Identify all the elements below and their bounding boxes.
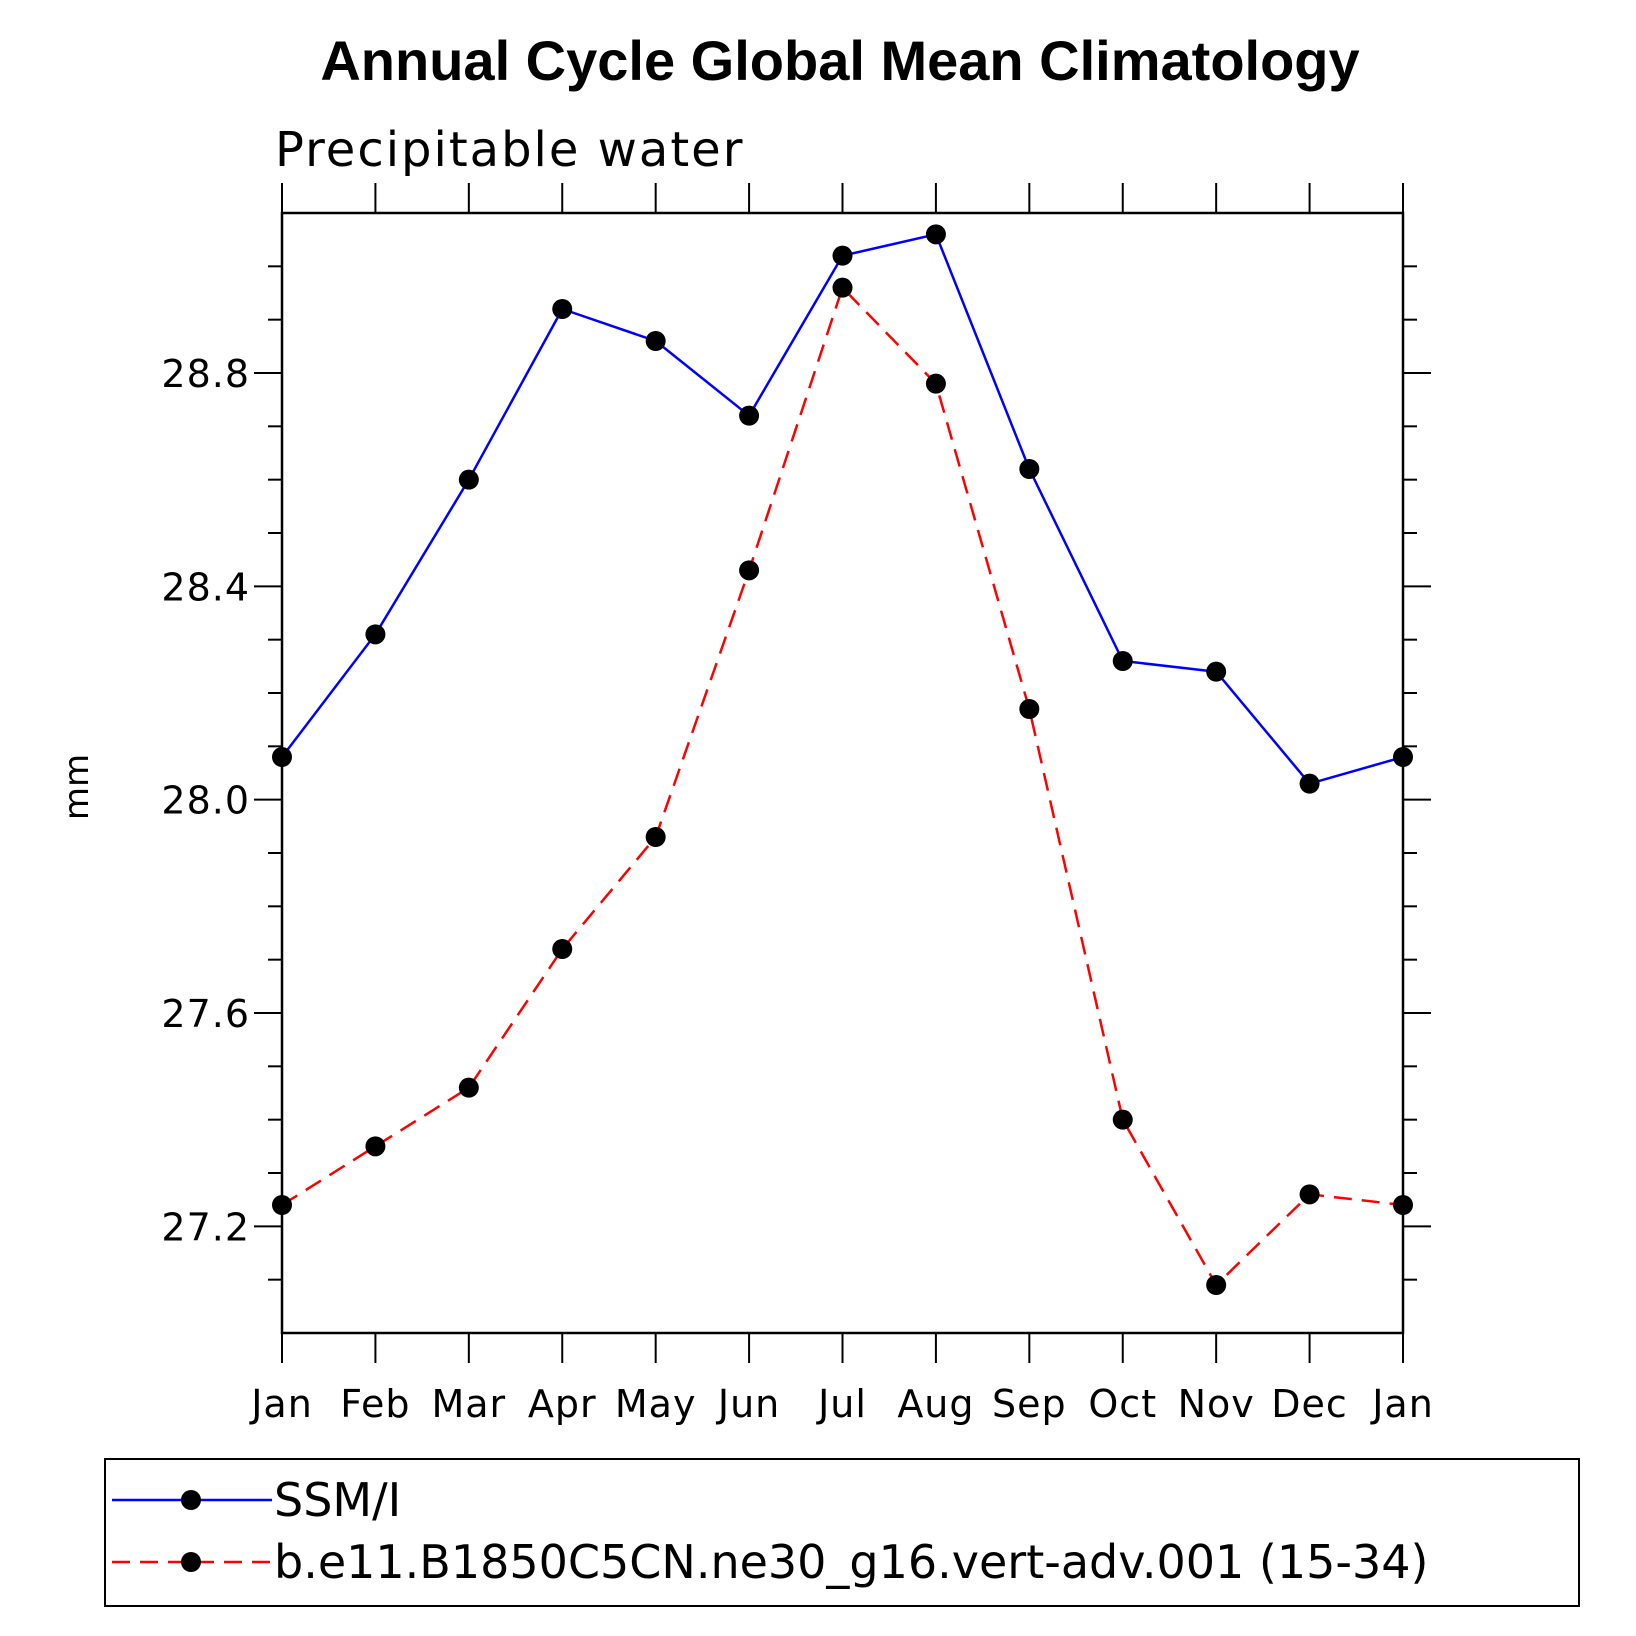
- data-point: [925, 224, 946, 245]
- x-tick-label: Aug: [897, 1382, 974, 1426]
- x-tick-label: Jun: [716, 1382, 780, 1426]
- chart-subtitle: Precipitable water: [275, 122, 744, 178]
- x-tick-label: Oct: [1088, 1382, 1157, 1426]
- x-tick-label: Apr: [528, 1382, 597, 1426]
- legend-label-model: b.e11.B1850C5CN.ne30_g16.vert-adv.001 (1…: [274, 1535, 1429, 1589]
- plot-border: [280, 211, 1405, 1335]
- data-point: [832, 277, 853, 298]
- y-tick-label: 27.6: [161, 992, 250, 1036]
- data-point: [458, 469, 479, 490]
- data-point: [1112, 1109, 1133, 1130]
- data-point: [1393, 747, 1413, 767]
- data-point: [552, 939, 573, 959]
- legend-label-ssmi: SSM/I: [274, 1473, 401, 1527]
- data-point: [272, 1195, 292, 1215]
- x-tick-label: Jan: [1370, 1382, 1434, 1426]
- x-tick-label: Feb: [340, 1382, 410, 1426]
- legend-marker-ssmi: [181, 1490, 201, 1510]
- series-line: [281, 233, 1404, 785]
- data-point: [645, 827, 666, 847]
- y-tick-label: 28.8: [161, 352, 250, 396]
- data-point: [739, 405, 760, 426]
- y-tick-label: 28.4: [161, 565, 250, 609]
- data-point: [458, 1077, 479, 1098]
- x-tick-label: Mar: [431, 1382, 506, 1426]
- data-point: [1019, 699, 1040, 719]
- legend-marker-model: [181, 1552, 201, 1572]
- data-point: [832, 245, 853, 266]
- legend: SSM/I b.e11.B1850C5CN.ne30_g16.vert-adv.…: [104, 1458, 1580, 1607]
- data-point: [1112, 651, 1133, 671]
- y-tick-label: 27.2: [161, 1205, 250, 1249]
- data-point: [1299, 773, 1320, 794]
- legend-box: [104, 1458, 1580, 1607]
- series-ssmi: [272, 224, 1413, 794]
- data-point: [1393, 1195, 1413, 1215]
- series-model: [272, 277, 1413, 1295]
- data-point: [645, 331, 666, 351]
- series-line: [281, 286, 1404, 1287]
- x-axis: Jan Feb Mar Apr May Jun Jul Aug Sep Oct Nov Dec Jan: [249, 183, 1434, 1426]
- data-point: [1206, 1275, 1227, 1295]
- y-axis-label: mm: [57, 754, 97, 820]
- data-point: [739, 560, 760, 581]
- x-tick-label: Jan: [249, 1382, 313, 1426]
- series-layer: [272, 224, 1413, 1295]
- data-point: [272, 747, 292, 767]
- y-tick-label: 28.0: [161, 779, 250, 823]
- data-point: [925, 373, 946, 394]
- y-axis: 27.2 27.6 28.0 28.4 28.8: [161, 265, 1431, 1281]
- data-point: [552, 299, 573, 319]
- data-point: [365, 1136, 386, 1157]
- x-tick-label: Nov: [1178, 1382, 1255, 1426]
- data-point: [1299, 1184, 1320, 1205]
- chart-title: Annual Cycle Global Mean Climatology: [320, 29, 1359, 92]
- x-tick-label: Jul: [816, 1382, 867, 1426]
- x-tick-label: Sep: [992, 1382, 1067, 1426]
- data-point: [365, 624, 386, 645]
- data-point: [1206, 661, 1227, 682]
- x-tick-label: May: [615, 1382, 697, 1426]
- x-tick-label: Dec: [1271, 1382, 1348, 1426]
- data-point: [1019, 459, 1040, 479]
- plot-frame: [280, 211, 1405, 1335]
